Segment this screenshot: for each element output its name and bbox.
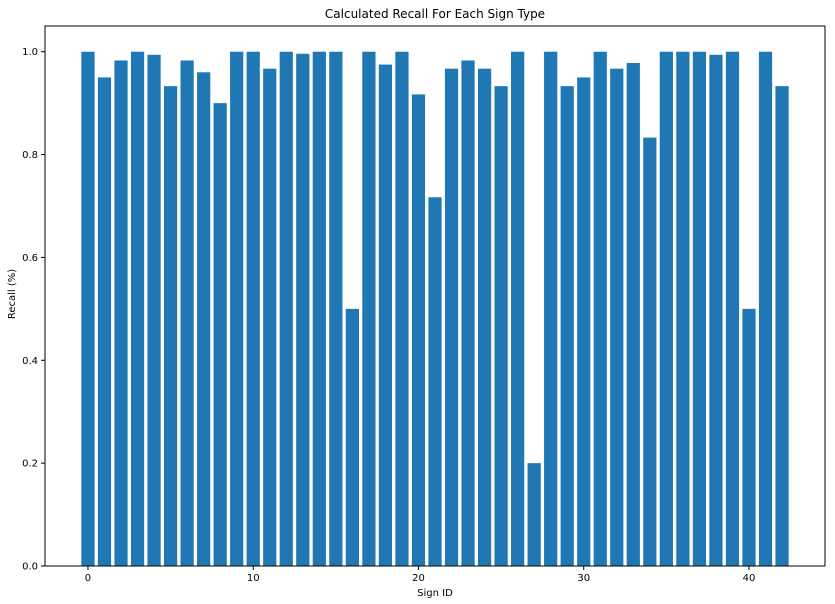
plot-area-frame xyxy=(44,25,826,567)
bar-sign-0 xyxy=(81,51,95,566)
bar-sign-19 xyxy=(395,51,409,566)
bar-sign-17 xyxy=(362,51,376,566)
bar-sign-35 xyxy=(659,51,673,566)
x-tick-label: 0 xyxy=(85,573,91,584)
x-axis-label: Sign ID xyxy=(417,588,453,599)
bar-sign-26 xyxy=(511,51,525,566)
bar-sign-7 xyxy=(197,72,211,566)
bar-sign-41 xyxy=(758,51,773,566)
bar-sign-37 xyxy=(692,51,707,566)
bar-sign-27 xyxy=(527,463,541,566)
y-axis-ticks: 0.0 0.2 0.4 0.6 0.8 1.0 xyxy=(22,47,45,573)
y-axis-label: Recall (%) xyxy=(7,269,18,319)
bar-sign-11 xyxy=(263,68,277,566)
bar-sign-1 xyxy=(97,77,112,567)
x-tick-label: 10 xyxy=(247,573,260,584)
x-tick-label: 40 xyxy=(743,573,756,584)
bar-sign-12 xyxy=(279,51,293,566)
bar-sign-4 xyxy=(147,54,161,567)
bars-group xyxy=(81,51,789,567)
bar-sign-21 xyxy=(428,197,442,566)
bar-sign-22 xyxy=(444,68,459,566)
bar-sign-5 xyxy=(163,86,178,567)
bar-sign-16 xyxy=(345,308,359,566)
y-tick-label: 1.0 xyxy=(22,47,38,58)
bar-sign-42 xyxy=(775,86,789,567)
bar-sign-24 xyxy=(477,68,492,566)
y-tick-label: 0.4 xyxy=(22,356,38,367)
bar-sign-3 xyxy=(130,51,145,566)
bar-sign-31 xyxy=(593,51,607,566)
x-axis-ticks: 0 10 20 30 40 xyxy=(85,566,756,584)
bar-sign-33 xyxy=(626,63,640,566)
y-tick-label: 0.0 xyxy=(22,562,38,573)
bar-sign-13 xyxy=(296,53,310,566)
bar-sign-32 xyxy=(610,68,624,566)
bar-sign-20 xyxy=(411,94,426,567)
y-tick-label: 0.2 xyxy=(22,459,38,470)
y-tick-label: 0.8 xyxy=(22,150,38,161)
bar-sign-40 xyxy=(742,308,756,566)
bar-sign-8 xyxy=(213,103,227,566)
bar-sign-23 xyxy=(461,60,475,567)
x-tick-label: 30 xyxy=(577,573,590,584)
bar-sign-9 xyxy=(230,51,244,566)
bar-sign-30 xyxy=(577,77,591,567)
bar-sign-15 xyxy=(329,51,343,566)
bar-sign-6 xyxy=(180,60,194,567)
bar-sign-29 xyxy=(560,86,574,567)
bar-sign-38 xyxy=(709,54,723,567)
bar-sign-34 xyxy=(643,137,657,566)
bar-sign-10 xyxy=(246,51,260,566)
bar-sign-36 xyxy=(676,51,690,566)
y-tick-label: 0.6 xyxy=(22,253,38,264)
bar-sign-28 xyxy=(544,51,558,566)
bar-sign-39 xyxy=(725,51,740,566)
bar-sign-25 xyxy=(494,86,508,567)
chart-title: Calculated Recall For Each Sign Type xyxy=(325,7,545,21)
x-tick-label: 20 xyxy=(412,573,425,584)
bar-sign-18 xyxy=(378,64,393,566)
bar-sign-14 xyxy=(312,51,326,566)
bar-sign-2 xyxy=(114,60,128,567)
